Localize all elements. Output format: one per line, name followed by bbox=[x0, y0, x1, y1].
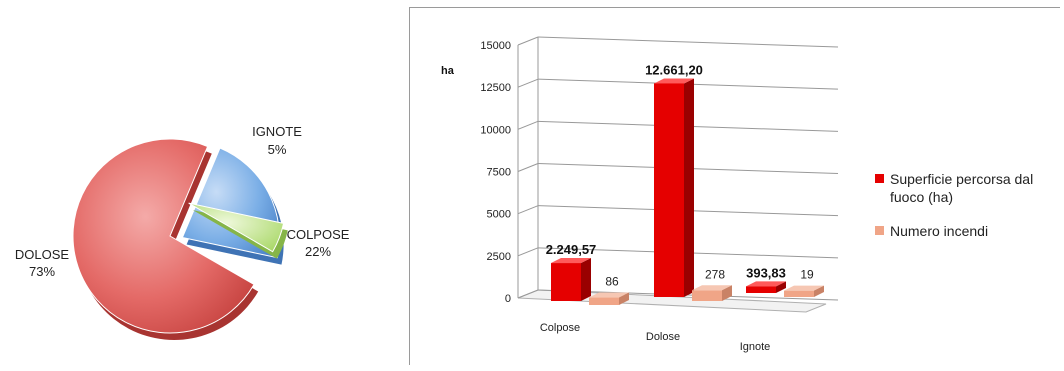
y-tick-label: 5000 bbox=[487, 209, 511, 221]
pie-slice-ignote bbox=[188, 202, 288, 259]
y-tick-label: 15000 bbox=[480, 40, 511, 52]
bar-value-label-fires: 278 bbox=[705, 267, 725, 281]
x-category-label: Dolose bbox=[646, 331, 680, 343]
y-tick-label: 10000 bbox=[480, 124, 511, 136]
bar-fires-ignote bbox=[784, 285, 824, 297]
y-tick-label: 0 bbox=[505, 293, 511, 305]
pie-label-ignote: IGNOTE bbox=[252, 124, 302, 139]
legend-label-area: Superficie percorsa dal fuoco (ha) bbox=[890, 171, 1037, 205]
pie-label-dolose: DOLOSE bbox=[15, 247, 70, 262]
bar-value-label-area: 12.661,20 bbox=[645, 62, 703, 77]
bar-fires-colpose bbox=[589, 292, 629, 305]
pie-chart: DOLOSE 73% COLPOSE 22% IGNOTE 5% bbox=[15, 124, 350, 341]
bar-value-label-fires: 86 bbox=[605, 275, 619, 289]
x-category-label: Colpose bbox=[540, 322, 580, 334]
bar-value-label-area: 2.249,57 bbox=[546, 242, 597, 257]
bar-chart-panel: 0 2500 5000 7500 10000 12500 15000 2.249,57 86 1… bbox=[409, 7, 1060, 365]
legend: Superficie percorsa dal fuoco (ha) Numer… bbox=[875, 171, 1037, 239]
legend-swatch-fires bbox=[875, 226, 884, 235]
y-tick-label: 12500 bbox=[480, 82, 511, 94]
bar-area-ignote bbox=[746, 281, 786, 293]
bar-value-label-fires: 19 bbox=[800, 268, 814, 282]
pie-value-ignote: 5% bbox=[268, 142, 287, 157]
pie-slice-dolose bbox=[72, 138, 259, 341]
y-tick-label: 2500 bbox=[487, 251, 511, 263]
y-axis-ticks: 0 2500 5000 7500 10000 12500 15000 bbox=[480, 40, 511, 305]
bar-chart: 0 2500 5000 7500 10000 12500 15000 2.249,57 86 1… bbox=[441, 36, 1037, 353]
legend-label-fires: Numero incendi bbox=[890, 223, 988, 239]
bar-area-colpose bbox=[551, 258, 591, 301]
bar-value-label-area: 393,83 bbox=[746, 265, 786, 280]
bar-area-dolose bbox=[654, 78, 694, 298]
y-axis-label: ha bbox=[441, 65, 455, 77]
legend-swatch-area bbox=[875, 174, 884, 183]
bar-fires-dolose bbox=[692, 285, 732, 301]
x-category-label: Ignote bbox=[740, 341, 771, 353]
pie-value-colpose: 22% bbox=[305, 244, 331, 259]
pie-chart-panel: DOLOSE 73% COLPOSE 22% IGNOTE 5% bbox=[0, 0, 400, 365]
x-axis-categories: Colpose Dolose Ignote bbox=[540, 322, 770, 353]
pie-label-colpose: COLPOSE bbox=[287, 227, 350, 242]
bars: 2.249,57 86 12.661,20 278 393,83 19 bbox=[546, 62, 824, 305]
pie-value-dolose: 73% bbox=[29, 264, 55, 279]
y-tick-label: 7500 bbox=[487, 167, 511, 179]
